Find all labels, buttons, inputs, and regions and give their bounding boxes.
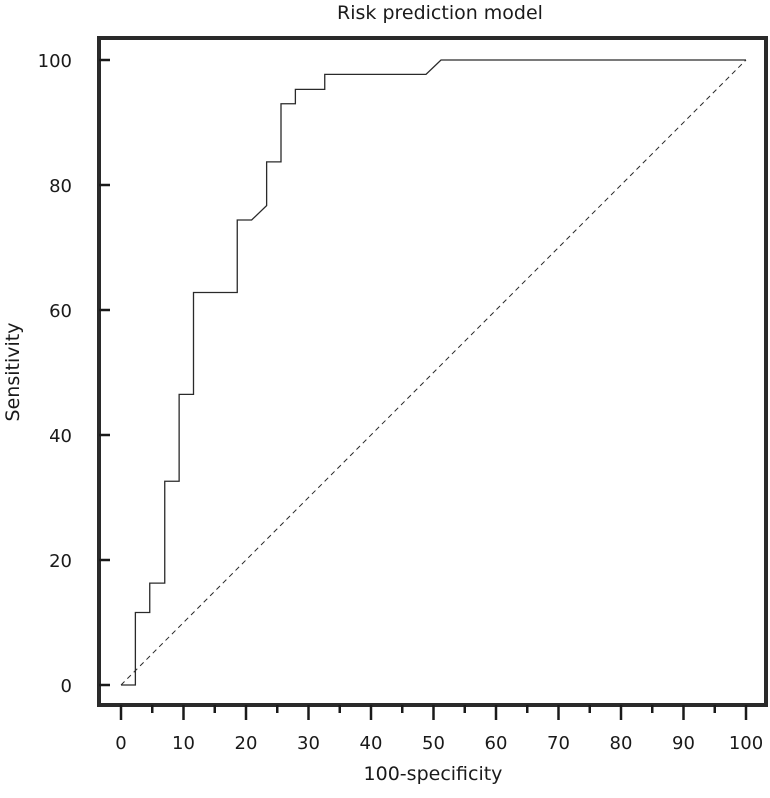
roc-curve [121, 59, 746, 686]
x-tick-label: 100 [729, 733, 763, 754]
chart-title: Risk prediction model [337, 2, 543, 24]
reference-diagonal-line [120, 59, 747, 686]
y-axis: 0 20 40 60 80 100 [38, 51, 110, 697]
y-tick-label: 0 [61, 676, 72, 697]
x-axis-label: 100-specificity [364, 763, 503, 785]
x-tick-label: 40 [360, 733, 383, 754]
x-tick-label: 50 [422, 733, 445, 754]
x-tick-label: 30 [297, 733, 320, 754]
series-layer [120, 59, 747, 686]
y-tick-label: 60 [49, 301, 72, 322]
x-tick-label: 60 [485, 733, 508, 754]
y-tick-label: 80 [49, 176, 72, 197]
x-tick-label: 80 [610, 733, 633, 754]
plot-frame [97, 36, 768, 707]
x-tick-label: 10 [172, 733, 195, 754]
y-tick-label: 40 [49, 426, 72, 447]
y-axis-label: Sensitivity [2, 323, 24, 422]
y-tick-label: 100 [38, 51, 72, 72]
x-axis: 0 10 20 30 40 50 60 70 80 90 100 [115, 705, 763, 754]
x-tick-label: 20 [235, 733, 258, 754]
y-tick-label: 20 [49, 551, 72, 572]
x-tick-label: 70 [547, 733, 570, 754]
x-tick-label: 90 [672, 733, 695, 754]
x-tick-label: 0 [115, 733, 126, 754]
